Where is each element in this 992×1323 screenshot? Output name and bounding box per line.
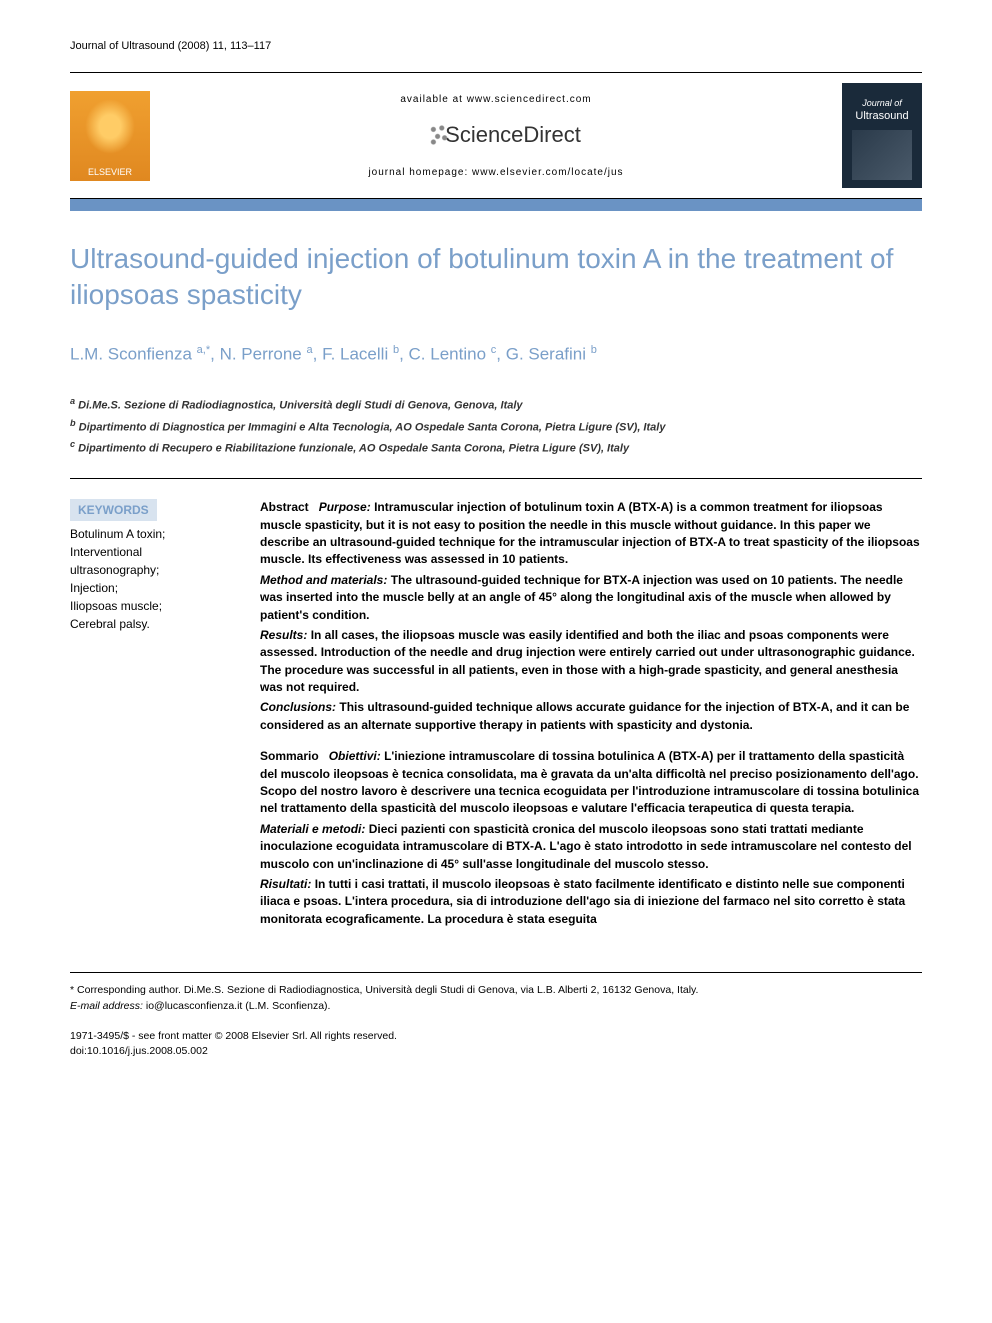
- obiettivi-label: Obiettivi:: [329, 749, 381, 763]
- risultati-label: Risultati:: [260, 877, 311, 891]
- sciencedirect-icon: [411, 121, 439, 149]
- divider: [70, 478, 922, 479]
- keywords-list: Botulinum A toxin; Interventional ultras…: [70, 525, 230, 633]
- risultati-text: In tutti i casi trattati, il muscolo ile…: [260, 877, 905, 926]
- conclusions-label: Conclusions:: [260, 700, 336, 714]
- results-label: Results:: [260, 628, 307, 642]
- abstract-english: Abstract Purpose: Intramuscular injectio…: [260, 499, 922, 734]
- doi-line: doi:10.1016/j.jus.2008.05.002: [70, 1044, 922, 1060]
- copyright-footer: 1971-3495/$ - see front matter © 2008 El…: [70, 1029, 922, 1061]
- article-title: Ultrasound-guided injection of botulinum…: [70, 241, 922, 314]
- keywords-box: KEYWORDS Botulinum A toxin; Intervention…: [70, 499, 230, 942]
- corresponding-author: * Corresponding author. Di.Me.S. Sezione…: [70, 983, 922, 1015]
- abstract-label: Abstract: [260, 500, 309, 514]
- keywords-title: KEYWORDS: [70, 499, 157, 521]
- sciencedirect-logo: ScienceDirect: [170, 121, 822, 149]
- affiliations: a Di.Me.S. Sezione di Radiodiagnostica, …: [70, 394, 922, 458]
- materiali-label: Materiali e metodi:: [260, 822, 365, 836]
- methods-label: Method and materials:: [260, 573, 387, 587]
- footer-divider: [70, 972, 922, 973]
- color-bar: [70, 199, 922, 211]
- content-grid: KEYWORDS Botulinum A toxin; Intervention…: [70, 499, 922, 942]
- purpose-label: Purpose:: [319, 500, 371, 514]
- abstract-column: Abstract Purpose: Intramuscular injectio…: [260, 499, 922, 942]
- authors-list: L.M. Sconfienza a,*, N. Perrone a, F. La…: [70, 344, 922, 365]
- conclusions-text: This ultrasound-guided technique allows …: [260, 700, 909, 731]
- available-text: available at www.sciencedirect.com: [170, 94, 822, 105]
- journal-reference: Journal of Ultrasound (2008) 11, 113–117: [70, 40, 922, 52]
- results-text: In all cases, the iliopsoas muscle was e…: [260, 628, 915, 694]
- banner-center: available at www.sciencedirect.com Scien…: [170, 94, 822, 178]
- sommario-label: Sommario: [260, 749, 319, 763]
- publisher-banner: ELSEVIER available at www.sciencedirect.…: [70, 72, 922, 199]
- sciencedirect-text: ScienceDirect: [445, 122, 581, 148]
- corresponding-email[interactable]: io@lucasconfienza.it: [146, 1000, 242, 1012]
- elsevier-logo: ELSEVIER: [70, 91, 150, 181]
- journal-cover-thumbnail: Journal of Ultrasound: [842, 83, 922, 188]
- journal-homepage: journal homepage: www.elsevier.com/locat…: [170, 167, 822, 178]
- issn-line: 1971-3495/$ - see front matter © 2008 El…: [70, 1029, 922, 1045]
- abstract-italian: Sommario Obiettivi: L'iniezione intramus…: [260, 748, 922, 928]
